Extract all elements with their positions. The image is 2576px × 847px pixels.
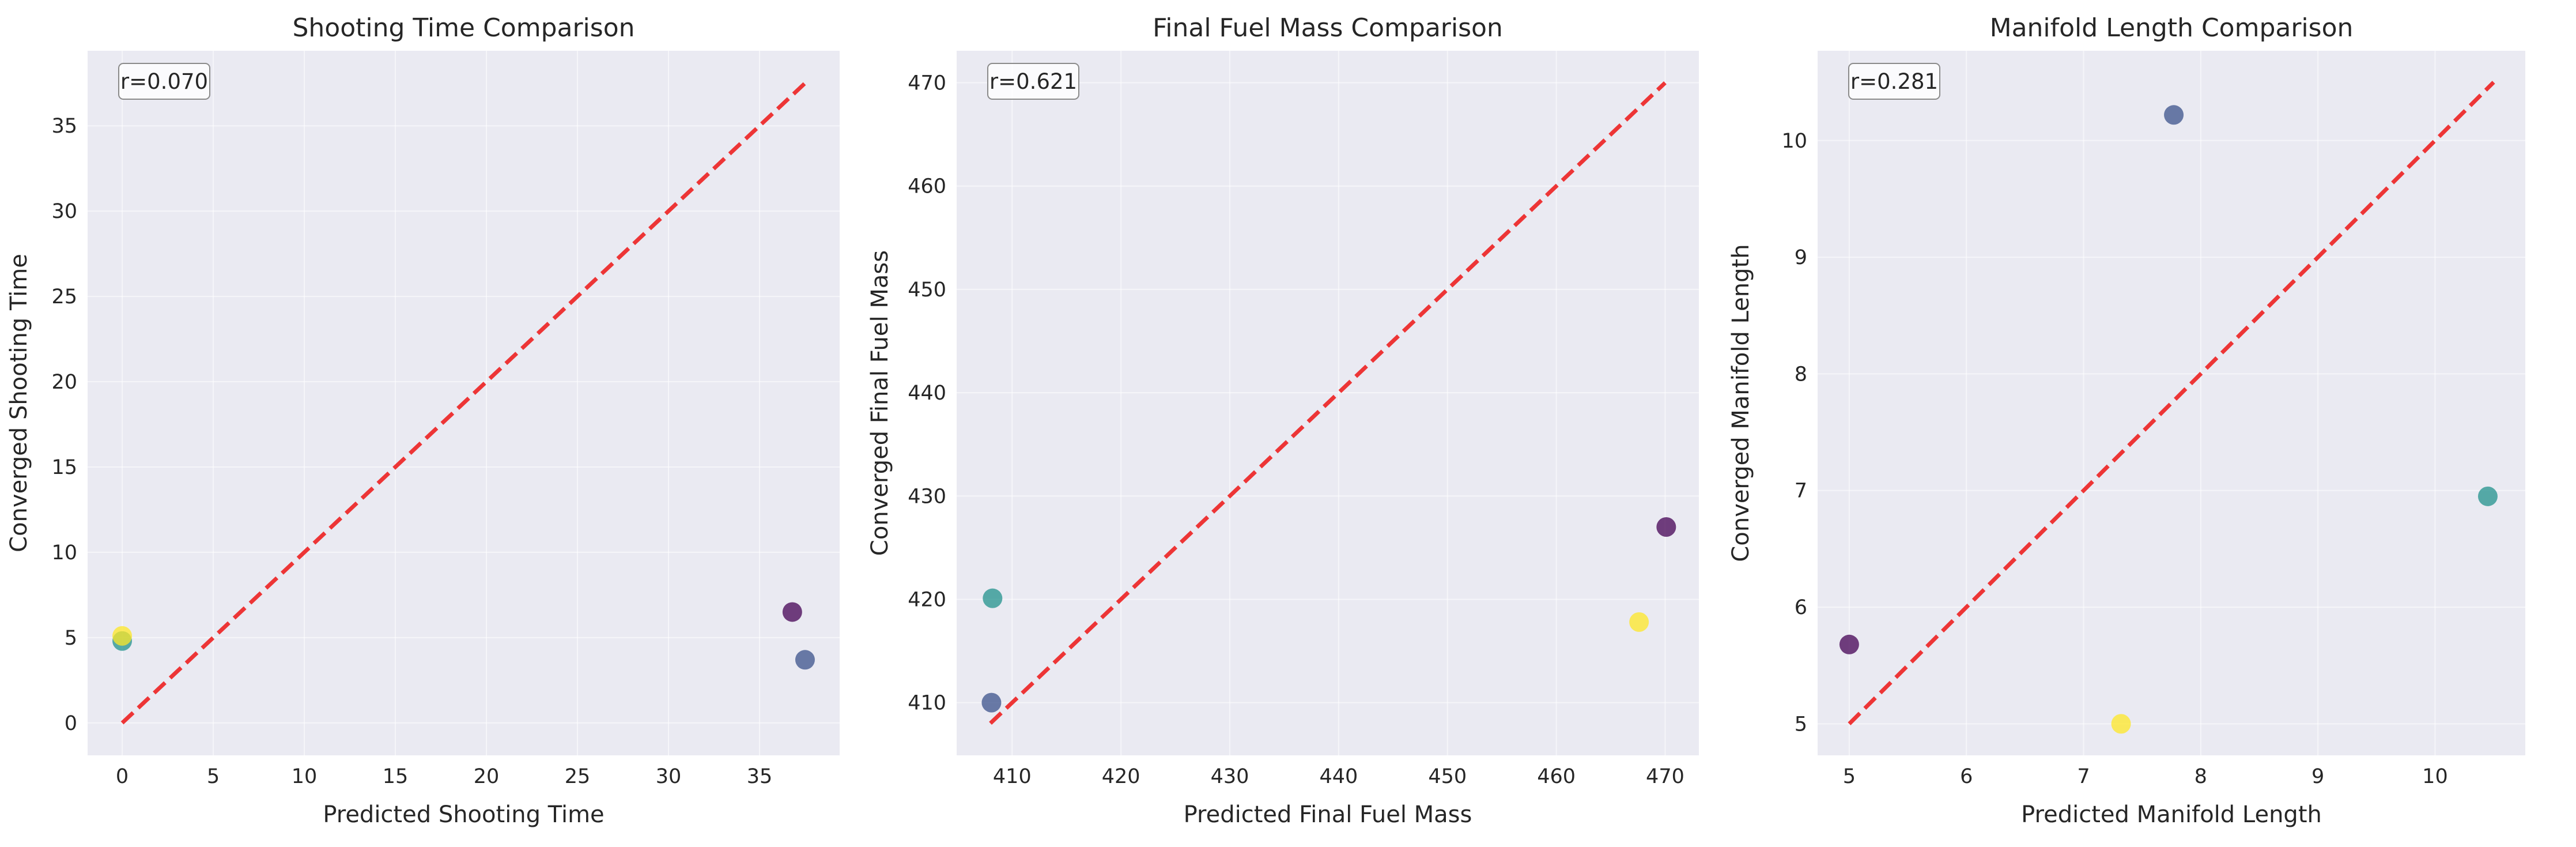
y-tick-label: 8: [1795, 363, 1807, 386]
identity-line: [120, 81, 807, 725]
annotation-box: [118, 63, 210, 100]
x-tick-label: 9: [2311, 765, 2324, 788]
y-tick-label: 10: [1781, 130, 1807, 153]
y-tick-label: 410: [908, 692, 946, 715]
data-point: [112, 626, 133, 646]
correlation-label: r=0.621: [989, 69, 1077, 94]
y-tick-label: 5: [1795, 713, 1807, 736]
x-tick-label: 0: [116, 765, 129, 788]
correlation-annotation: r=0.281: [1848, 63, 1940, 100]
y-tick-label: 30: [51, 200, 77, 223]
chart-title: Manifold Length Comparison: [1990, 13, 2354, 43]
x-tick-label: 35: [747, 765, 773, 788]
correlation-annotation: r=0.621: [987, 63, 1079, 100]
correlation-annotation: r=0.070: [118, 63, 210, 100]
x-axis-label: Predicted Shooting Time: [323, 801, 604, 828]
x-tick-label: 5: [1843, 765, 1856, 788]
chart-title: Final Fuel Mass Comparison: [1153, 13, 1503, 43]
x-tick-label: 7: [2077, 765, 2090, 788]
y-tick-label: 9: [1795, 246, 1807, 269]
scatter-panel: 410 420 430 440 450 460 470 410 420 430 440 450 460 4…: [867, 13, 1699, 828]
x-tick-label: 470: [1646, 765, 1684, 788]
data-point: [1656, 517, 1676, 537]
data-point: [782, 602, 802, 622]
y-tick-label: 470: [908, 72, 946, 95]
correlation-label: r=0.281: [1850, 69, 1938, 94]
annotation-box: [987, 63, 1079, 100]
y-tick-label: 0: [65, 712, 77, 735]
x-tick-label: 460: [1537, 765, 1576, 788]
x-axis-label: Predicted Final Fuel Mass: [1184, 801, 1472, 828]
x-tick-label: 10: [292, 765, 318, 788]
y-tick-label: 450: [908, 278, 946, 302]
data-point: [1839, 634, 1859, 654]
correlation-label: r=0.070: [120, 69, 208, 94]
y-tick-label: 35: [51, 115, 77, 138]
chart-title: Shooting Time Comparison: [292, 13, 634, 43]
y-tick-label: 440: [908, 382, 946, 405]
data-point: [795, 650, 815, 670]
identity-line: [1848, 81, 2495, 725]
scatter-panel: 5 6 7 8 9 10 5 6 7 8 9 10 r=0.281 Manifold Length Com…: [1728, 13, 2525, 828]
x-tick-label: 450: [1428, 765, 1467, 788]
y-axis-label: Converged Shooting Time: [6, 254, 32, 552]
x-tick-label: 30: [656, 765, 682, 788]
x-tick-label: 25: [565, 765, 591, 788]
x-tick-label: 15: [383, 765, 409, 788]
y-axis-label: Converged Manifold Length: [1728, 244, 1754, 562]
y-tick-label: 25: [51, 285, 77, 308]
y-tick-label: 10: [51, 541, 77, 564]
x-tick-label: 5: [207, 765, 220, 788]
x-tick-label: 20: [474, 765, 500, 788]
annotation-box: [1848, 63, 1940, 100]
x-tick-label: 6: [1960, 765, 1973, 788]
y-tick-label: 7: [1795, 480, 1807, 503]
x-tick-label: 440: [1319, 765, 1358, 788]
x-tick-label: 8: [2194, 765, 2207, 788]
x-axis-label: Predicted Manifold Length: [2021, 801, 2322, 828]
data-point: [1629, 612, 1649, 632]
data-point: [2164, 105, 2184, 125]
y-tick-label: 20: [51, 371, 77, 394]
y-tick-label: 5: [65, 627, 77, 650]
data-point: [981, 692, 1002, 713]
y-tick-label: 460: [908, 175, 946, 198]
data-point: [983, 588, 1003, 608]
x-tick-label: 430: [1211, 765, 1249, 788]
identity-line: [989, 81, 1667, 725]
scatter-panel: 0 5 10 15 20 25 30 35 0 5 10 15 20 25 30 35 r=0.070 Shoot…: [6, 13, 840, 828]
y-tick-label: 15: [51, 456, 77, 479]
y-axis-label: Converged Final Fuel Mass: [867, 250, 893, 556]
x-tick-label: 410: [993, 765, 1032, 788]
plot-area: [1818, 51, 2525, 755]
y-tick-label: 6: [1795, 596, 1807, 619]
x-tick-label: 10: [2422, 765, 2448, 788]
x-tick-label: 420: [1102, 765, 1140, 788]
y-tick-label: 430: [908, 485, 946, 508]
data-point: [2111, 714, 2131, 734]
data-point: [2477, 486, 2498, 506]
y-tick-label: 420: [908, 588, 946, 611]
